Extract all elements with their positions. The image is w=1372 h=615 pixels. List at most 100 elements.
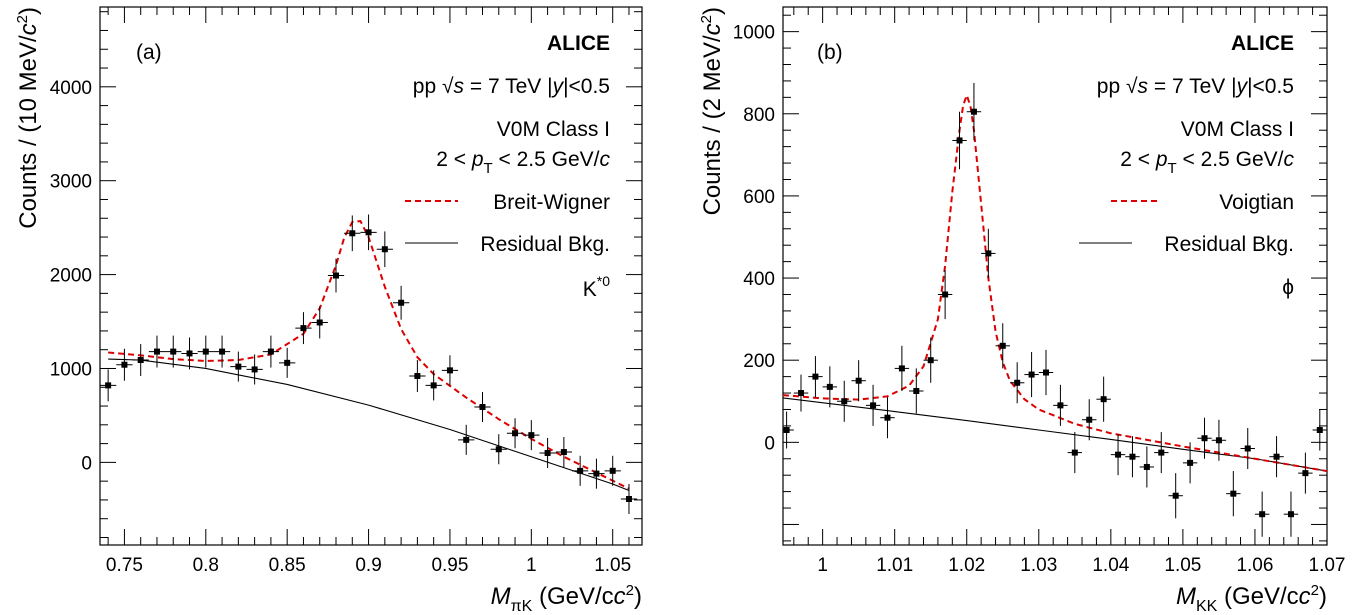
pt-subscript: T — [1168, 160, 1177, 177]
y-axis-label-c: c — [699, 23, 726, 35]
data-point — [923, 337, 938, 383]
pt-var: p — [471, 148, 484, 171]
data-marker — [942, 291, 949, 298]
y-tick-label: 0 — [764, 433, 775, 454]
collision-system-label: pp √s = 7 TeV |y|<0.5 — [1097, 75, 1294, 98]
plot-area — [783, 82, 1327, 537]
data-point — [1182, 442, 1198, 484]
data-marker — [1057, 402, 1064, 409]
x-axis-label-close: ) — [634, 583, 642, 610]
data-marker — [1287, 511, 1294, 518]
data-marker — [121, 361, 128, 368]
data-marker — [1215, 437, 1222, 444]
data-point — [966, 82, 982, 141]
data-point — [1197, 417, 1212, 459]
data-marker — [267, 348, 274, 355]
y-tick-label: 3000 — [50, 172, 92, 193]
pt-prefix: 2 < — [436, 148, 472, 171]
data-marker — [798, 390, 805, 397]
data-marker — [927, 357, 934, 364]
data-point — [409, 360, 426, 392]
collision-system-label: pp √s = 7 TeV |y|<0.5 — [413, 75, 610, 98]
panel-b: 1 1.01 1.02 1.03 1.04 1.05 1.06 1.07 0 200 400 600 8… — [698, 6, 1346, 615]
data-point — [506, 418, 524, 449]
y-axis-label-close: ) — [15, 7, 42, 15]
data-marker — [414, 372, 421, 379]
data-marker — [593, 470, 600, 477]
data-marker — [137, 357, 144, 364]
data-marker — [1302, 470, 1309, 477]
fit-legend-label: Breit-Wigner — [493, 191, 610, 214]
data-point — [1024, 351, 1039, 398]
data-point — [262, 335, 280, 368]
data-point — [197, 335, 214, 368]
data-point — [1053, 384, 1068, 426]
data-point — [279, 347, 296, 378]
y-tick-label: 400 — [743, 269, 775, 290]
fit-legend-label: Voigtian — [1219, 191, 1294, 214]
y-tick-label: 1000 — [733, 23, 775, 44]
data-marker — [202, 348, 209, 355]
data-point — [1110, 434, 1126, 476]
data-marker — [1100, 396, 1107, 403]
x-axis-label-var: M — [1176, 583, 1196, 610]
data-point — [181, 337, 198, 370]
x-tick-label: 1.01 — [876, 555, 913, 576]
panel-label: (b) — [817, 41, 843, 64]
signal-fit-curve — [108, 219, 630, 490]
data-point — [1038, 349, 1054, 396]
data-marker — [1028, 371, 1035, 378]
x-tick-label: 1.07 — [1309, 555, 1346, 576]
data-point — [604, 455, 621, 486]
y-tick-label: 1000 — [50, 359, 92, 380]
x-axis-label-unit: (GeV/c — [1217, 583, 1298, 610]
data-point — [808, 356, 823, 398]
x-tick-label: 1.04 — [1092, 555, 1129, 576]
panel-a: 0.75 0.8 0.85 0.9 0.95 1 1.05 0 1000 2000 3000 4000… — [14, 6, 643, 615]
data-marker — [235, 363, 242, 370]
data-point — [588, 458, 605, 489]
data-point — [783, 411, 794, 449]
data-marker — [170, 348, 177, 355]
data-point — [392, 285, 410, 320]
data-marker — [463, 436, 470, 443]
y-tick-label: 0 — [81, 453, 92, 474]
data-marker — [898, 365, 905, 372]
y-axis-label-c: c — [15, 23, 42, 35]
x-axis-label-sub: πK — [511, 598, 533, 615]
data-marker — [430, 382, 437, 389]
data-point — [952, 111, 967, 170]
x-axis-label-unit: (GeV/c — [532, 583, 613, 610]
data-point — [981, 228, 996, 279]
data-point — [793, 374, 809, 412]
x-axis-label-sup: 2 — [1311, 582, 1319, 599]
system-prefix: pp — [413, 75, 436, 98]
y-tick-label: 2000 — [50, 266, 92, 287]
data-point — [539, 437, 556, 469]
data-point — [148, 335, 166, 368]
data-point — [1168, 473, 1183, 519]
x-tick-label: 1.02 — [948, 555, 985, 576]
data-marker — [812, 373, 819, 380]
data-point — [360, 214, 377, 251]
data-marker — [1244, 445, 1251, 452]
data-point — [344, 215, 361, 252]
data-point — [995, 323, 1010, 369]
data-marker — [300, 325, 307, 332]
x-tick-label: 0.8 — [193, 555, 219, 576]
residual-bkg-curve — [783, 397, 1327, 472]
data-marker — [333, 272, 340, 279]
rapidity-value: |<0.5 — [1247, 75, 1294, 98]
y-tick-label: 200 — [743, 351, 775, 372]
data-marker — [1158, 449, 1165, 456]
data-point — [327, 258, 345, 293]
data-point — [246, 354, 263, 385]
data-marker — [1086, 416, 1093, 423]
data-point — [100, 369, 117, 402]
x-axis-label-sup: 2 — [626, 582, 634, 599]
data-marker — [1187, 459, 1194, 466]
data-point — [865, 384, 881, 426]
data-point — [458, 424, 475, 455]
abs-open: | — [541, 75, 552, 98]
